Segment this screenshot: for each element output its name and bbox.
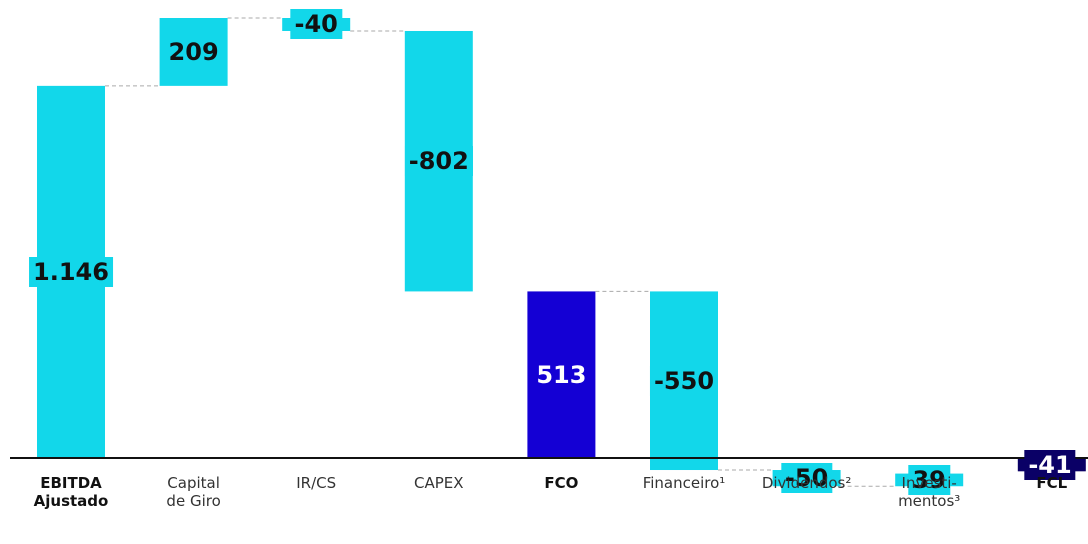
value-label: -802 <box>404 146 473 177</box>
value-label: 1.146 <box>29 256 113 287</box>
x-tick-label: Investi- mentos³ <box>898 474 961 510</box>
x-tick-label: FCL <box>1036 474 1068 492</box>
value-label: 209 <box>164 36 223 67</box>
x-tick-label: Financeiro¹ <box>642 474 726 492</box>
x-tick-label: IR/CS <box>296 474 337 492</box>
value-label: 513 <box>532 359 591 390</box>
value-label: 39 <box>908 464 950 495</box>
value-label: -550 <box>649 365 719 396</box>
x-tick-label: EBITDA Ajustado <box>33 474 109 510</box>
x-tick-label: Capital de Giro <box>166 474 221 510</box>
x-tick-label: FCO <box>544 474 579 492</box>
value-label: -50 <box>780 463 833 494</box>
x-tick-label: Dividendos² <box>761 474 852 492</box>
x-tick-label: CAPEX <box>414 474 464 492</box>
value-label: -41 <box>1024 449 1076 480</box>
value-label: -40 <box>290 9 342 40</box>
